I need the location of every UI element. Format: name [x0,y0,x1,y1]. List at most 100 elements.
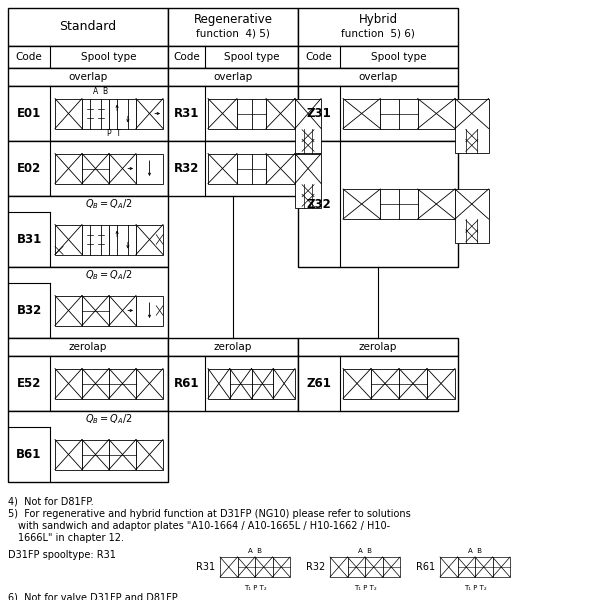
Bar [168,46,298,68]
Text: zerolap: zerolap [359,342,397,352]
Bar [168,86,298,141]
Bar [55,439,82,469]
Bar [266,98,295,128]
Bar [295,154,321,208]
Bar [371,368,399,398]
Bar [380,189,418,219]
Bar [8,267,168,338]
Bar [238,557,255,577]
Text: Code: Code [16,52,43,62]
Text: Spool type: Spool type [81,52,137,62]
Bar [298,141,458,267]
Text: Code: Code [305,52,332,62]
Bar [109,368,136,398]
Text: Z32: Z32 [307,197,331,211]
Text: 6)  Not for valve D31FP and D81FP.: 6) Not for valve D31FP and D81FP. [8,593,179,600]
Bar [8,338,168,356]
Text: B31: B31 [16,233,41,246]
Text: R32: R32 [174,162,199,175]
Text: function  5) 6): function 5) 6) [341,29,415,39]
Bar [82,98,109,128]
Bar [8,8,168,46]
Text: R61: R61 [174,377,199,390]
Bar [82,224,109,254]
Bar [168,338,298,356]
Bar [136,439,163,469]
Text: Hybrid: Hybrid [358,13,398,26]
Bar [8,196,168,267]
Bar [380,98,418,128]
Bar [455,98,488,152]
Bar [343,368,371,398]
Bar [82,368,109,398]
Text: Spool type: Spool type [224,52,279,62]
Bar [8,141,168,196]
Bar [343,189,380,219]
Bar [109,224,136,254]
Text: A  B: A B [468,548,482,554]
Bar [8,46,168,68]
Bar [208,154,237,184]
Bar [399,368,427,398]
Text: Spool type: Spool type [371,52,427,62]
Bar [109,98,136,128]
Text: E02: E02 [17,162,41,175]
Text: overlap: overlap [214,72,253,82]
Bar [455,189,488,243]
Bar [8,86,168,141]
Bar [237,98,266,128]
Bar [347,557,365,577]
Bar [109,154,136,184]
Text: A  B: A B [94,88,109,97]
Text: 4)  Not for D81FP.: 4) Not for D81FP. [8,497,94,507]
Bar [295,98,321,152]
Bar [168,141,298,196]
Text: Z61: Z61 [307,377,331,390]
Bar [383,557,400,577]
Text: overlap: overlap [358,72,398,82]
Bar [136,295,163,325]
Bar [298,86,458,141]
Bar [220,557,238,577]
Text: $Q_B = Q_A/2$: $Q_B = Q_A/2$ [85,268,133,282]
Text: A  B: A B [248,548,262,554]
Bar [136,368,163,398]
Bar [298,8,458,46]
Text: T₁ P T₂: T₁ P T₂ [244,585,266,591]
Bar [82,154,109,184]
Bar [136,98,163,128]
Bar [208,368,230,398]
Bar [493,557,510,577]
Bar [418,189,455,219]
Text: E52: E52 [17,377,41,390]
Bar [136,154,163,184]
Bar [298,338,458,356]
Bar [458,557,475,577]
Bar [55,295,82,325]
Bar [55,368,82,398]
Bar [55,154,82,184]
Text: Standard: Standard [59,20,116,34]
Bar [365,557,383,577]
Text: $Q_B = Q_A/2$: $Q_B = Q_A/2$ [85,197,133,211]
Bar [168,356,298,411]
Bar [440,557,458,577]
Text: Z31: Z31 [307,107,331,120]
Text: D31FP spooltype: R31: D31FP spooltype: R31 [8,550,116,560]
Bar [266,154,295,184]
Text: T₁ P T₂: T₁ P T₂ [353,585,376,591]
Bar [109,439,136,469]
Bar [55,98,82,128]
Text: Regenerative: Regenerative [193,13,272,26]
Text: 1666L" in chapter 12.: 1666L" in chapter 12. [18,533,124,543]
Bar [298,46,458,68]
Text: B61: B61 [16,448,41,461]
Bar [8,356,168,411]
Text: Code: Code [173,52,200,62]
Bar [251,368,273,398]
Bar [343,98,380,128]
Bar [168,68,298,86]
Text: zerolap: zerolap [69,342,107,352]
Text: zerolap: zerolap [214,342,252,352]
Text: P  T: P T [107,128,121,137]
